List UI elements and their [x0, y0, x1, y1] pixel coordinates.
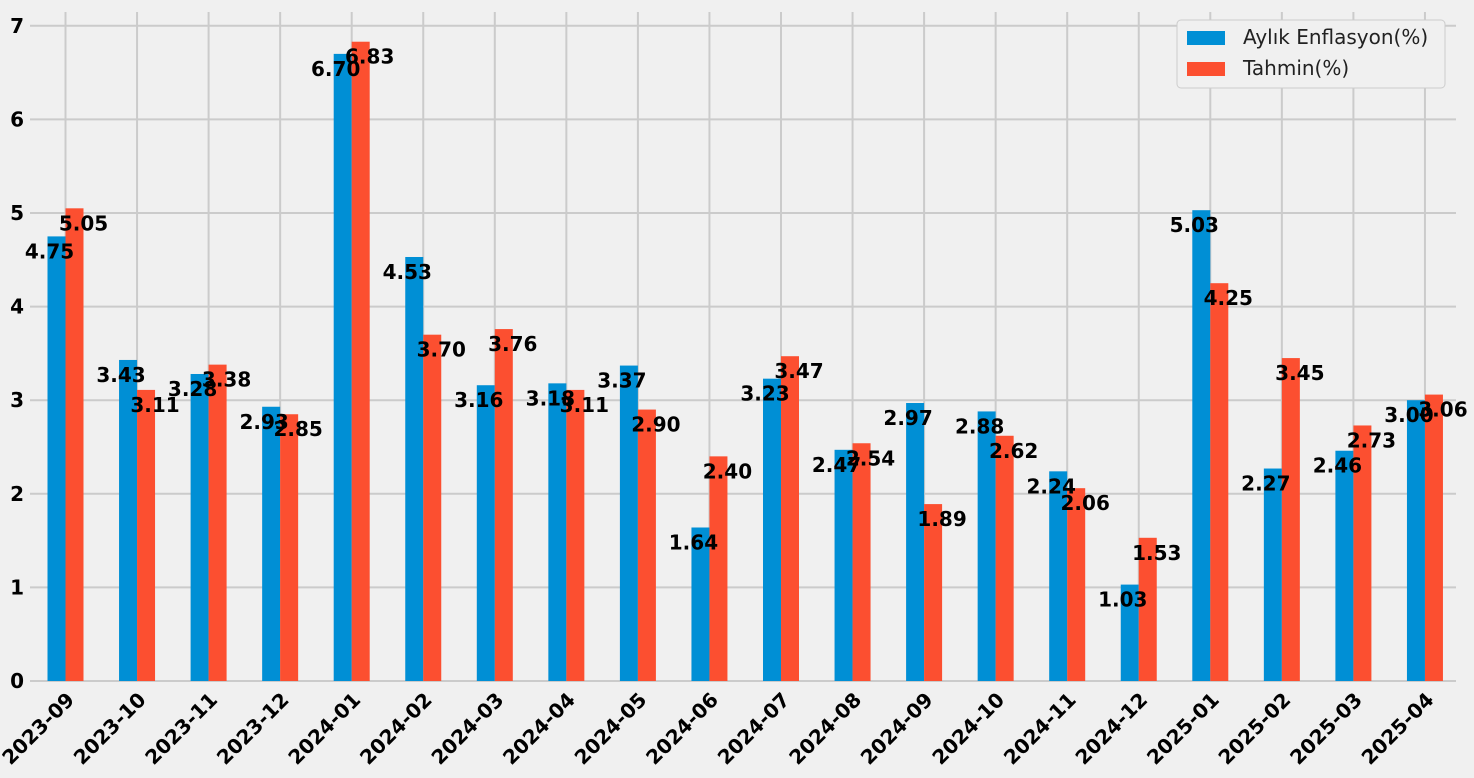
- bar-tahmin: [709, 456, 728, 681]
- data-label: 2.06: [1061, 491, 1110, 515]
- legend-label: Aylık Enflasyon(%): [1243, 25, 1428, 49]
- bar-tahmin: [1210, 283, 1229, 681]
- bar-aylik: [619, 365, 638, 681]
- data-label: 1.89: [917, 507, 966, 531]
- legend-swatch: [1187, 31, 1225, 45]
- data-label: 3.43: [96, 363, 145, 387]
- data-label: 2.27: [1241, 472, 1290, 496]
- bar-tahmin: [494, 329, 513, 681]
- data-label: 3.37: [597, 369, 646, 393]
- bar-tahmin: [1281, 358, 1300, 681]
- bar-tahmin: [1353, 425, 1372, 681]
- bar-aylik: [262, 406, 281, 681]
- data-label: 3.11: [560, 393, 609, 417]
- data-label: 2.54: [846, 446, 895, 470]
- bar-aylik: [834, 449, 853, 681]
- data-label: 2.90: [631, 413, 680, 437]
- data-label: 1.03: [1098, 588, 1147, 612]
- bar-aylik: [1335, 450, 1354, 681]
- data-labels: 4.75 3.43 3.28 2.93 6.70 4.53 3.16 3.18 3.37 1.64…: [25, 45, 1468, 612]
- data-label: 2.24: [1027, 474, 1076, 498]
- bar-tahmin: [781, 356, 799, 681]
- bar-tahmin: [1067, 488, 1086, 681]
- bar-tahmin: [137, 389, 156, 681]
- data-label: 3.23: [740, 382, 789, 406]
- data-label: 2.40: [703, 459, 752, 483]
- data-label: 3.45: [1275, 361, 1324, 385]
- y-tick-label: 3: [10, 388, 24, 412]
- y-tick-label: 4: [10, 295, 24, 319]
- bar-aylik: [763, 378, 781, 681]
- data-label: 3.06: [1418, 398, 1467, 422]
- data-label: 3.00: [1384, 403, 1433, 427]
- bar-aylik: [1192, 210, 1211, 681]
- data-label: 3.11: [130, 393, 179, 417]
- y-tick-label: 2: [10, 482, 24, 506]
- legend-swatch: [1187, 62, 1225, 76]
- bar-aylik: [691, 527, 710, 681]
- data-label: 6.70: [311, 57, 360, 81]
- data-label: 6.83: [345, 45, 394, 69]
- bar-tahmin: [208, 364, 227, 681]
- data-label: 4.25: [1204, 286, 1253, 310]
- data-label: 3.70: [417, 338, 466, 362]
- data-label: 1.64: [669, 530, 718, 554]
- bar-tahmin: [423, 334, 442, 681]
- data-label: 4.53: [383, 260, 432, 284]
- bar-aylik: [1120, 584, 1139, 681]
- bar-aylik: [548, 383, 567, 681]
- data-label: 3.28: [168, 377, 217, 401]
- y-axis-ticks: 0 1 2 3 4 5 6 7: [10, 14, 24, 693]
- data-label: 2.93: [239, 410, 288, 434]
- bar-aylik: [906, 403, 925, 681]
- data-label: 2.73: [1347, 428, 1396, 452]
- data-label: 3.38: [202, 368, 251, 392]
- bar-tahmin: [1424, 394, 1443, 681]
- data-label: 2.46: [1313, 454, 1362, 478]
- bars: [47, 41, 1443, 682]
- bar-aylik: [977, 411, 996, 681]
- bar-aylik: [47, 236, 66, 681]
- data-label: 2.88: [955, 414, 1004, 438]
- y-tick-label: 5: [10, 201, 24, 225]
- data-label: 4.75: [25, 239, 74, 263]
- bar-tahmin: [280, 414, 299, 681]
- y-tick-label: 6: [10, 107, 24, 131]
- data-label: 5.03: [1170, 213, 1219, 237]
- data-label: 2.97: [883, 406, 932, 430]
- bar-tahmin: [351, 41, 370, 682]
- legend-label: Tahmin(%): [1242, 56, 1349, 80]
- y-tick-label: 7: [10, 14, 24, 38]
- bar-aylik: [1263, 468, 1282, 681]
- y-tick-label: 1: [10, 575, 24, 599]
- data-label: 3.47: [774, 359, 823, 383]
- legend: Aylık Enflasyon(%) Tahmin(%): [1176, 19, 1446, 89]
- bar-aylik: [476, 385, 495, 681]
- bar-aylik: [190, 373, 209, 681]
- data-label: 2.85: [273, 417, 322, 441]
- bar-tahmin: [637, 409, 656, 681]
- bar-tahmin: [852, 443, 871, 681]
- bar-tahmin: [1138, 537, 1157, 681]
- data-label: 3.76: [488, 332, 537, 356]
- data-label: 5.05: [59, 211, 108, 235]
- data-label: 2.62: [989, 439, 1038, 463]
- bar-tahmin: [995, 435, 1014, 681]
- bar-tahmin: [65, 208, 84, 681]
- bar-aylik: [119, 359, 138, 681]
- data-label: 2.47: [812, 453, 861, 477]
- bar-tahmin: [566, 389, 585, 681]
- data-label: 1.53: [1132, 541, 1181, 565]
- bar-tahmin: [924, 504, 943, 681]
- bar-aylik: [333, 53, 352, 681]
- y-tick-label: 0: [10, 669, 24, 693]
- data-label: 3.18: [526, 386, 575, 410]
- bar-aylik: [405, 256, 424, 681]
- legend-box: [1176, 19, 1446, 89]
- data-label: 3.16: [454, 388, 503, 412]
- bar-aylik: [1406, 400, 1425, 681]
- bar-aylik: [1049, 471, 1068, 681]
